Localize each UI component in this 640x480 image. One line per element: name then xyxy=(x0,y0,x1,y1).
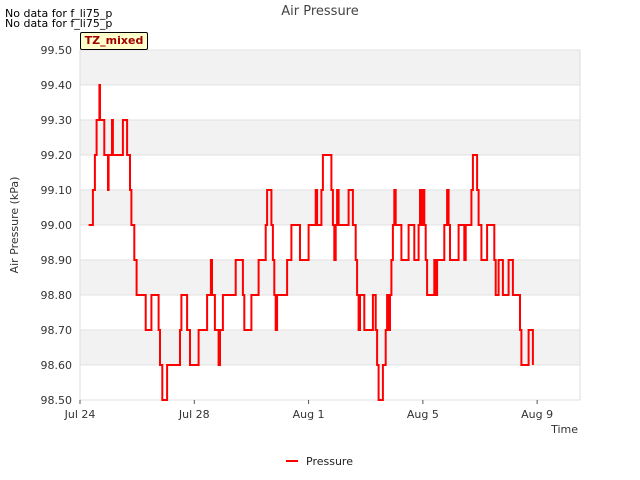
legend-label: Pressure xyxy=(306,455,353,468)
background-band xyxy=(80,225,580,260)
no-data-notice-1: No data for f_li75_p xyxy=(5,7,113,20)
background-band xyxy=(80,330,580,365)
y-axis-ticks: 98.50 98.60 98.70 98.80 98.90 99.00 99.10 99.20… xyxy=(41,44,580,407)
y-tick-label: 99.30 xyxy=(41,114,73,127)
y-tick-label: 98.90 xyxy=(41,254,73,267)
no-data-notice-2: No data for f_li75_p xyxy=(5,17,113,30)
background-band xyxy=(80,365,580,400)
x-tick-label: Jul 24 xyxy=(64,408,96,421)
background-band xyxy=(80,155,580,190)
x-tick-label: Jul 28 xyxy=(178,408,210,421)
x-tick-label: Aug 5 xyxy=(407,408,439,421)
x-tick-label: Aug 1 xyxy=(293,408,325,421)
y-tick-label: 98.60 xyxy=(41,359,73,372)
background-band xyxy=(80,295,580,330)
y-tick-label: 98.80 xyxy=(41,289,73,302)
timezone-badge: TZ_mixed xyxy=(80,32,148,50)
y-tick-label: 98.50 xyxy=(41,394,73,407)
x-axis-ticks: Jul 24 Jul 28 Aug 1 Aug 5 Aug 9 xyxy=(64,400,553,421)
background-band xyxy=(80,190,580,225)
legend: Pressure xyxy=(286,455,353,468)
pressure-series-line xyxy=(88,84,534,401)
x-tick-label: Aug 9 xyxy=(521,408,553,421)
y-tick-label: 99.20 xyxy=(41,149,73,162)
background-band xyxy=(80,50,580,85)
background-bands xyxy=(80,50,580,400)
y-axis-label: Air Pressure (kPa) xyxy=(8,177,21,274)
background-band xyxy=(80,260,580,295)
y-tick-label: 99.00 xyxy=(41,219,73,232)
y-tick-label: 99.10 xyxy=(41,184,73,197)
background-band xyxy=(80,85,580,120)
background-band xyxy=(80,120,580,155)
y-tick-label: 99.40 xyxy=(41,79,73,92)
y-tick-label: 99.50 xyxy=(41,44,73,57)
x-axis-label: Time xyxy=(550,423,578,436)
chart-title: Air Pressure xyxy=(281,4,359,19)
y-tick-label: 98.70 xyxy=(41,324,73,337)
